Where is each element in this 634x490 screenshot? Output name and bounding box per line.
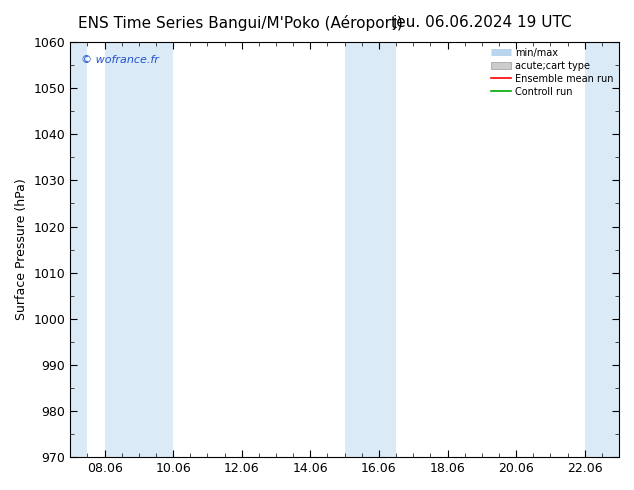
- Bar: [70, 42, 87, 457]
- Y-axis label: Surface Pressure (hPa): Surface Pressure (hPa): [15, 179, 28, 320]
- Bar: [370, 42, 396, 457]
- Legend: min/max, acute;cart type, Ensemble mean run, Controll run: min/max, acute;cart type, Ensemble mean …: [488, 44, 617, 100]
- Text: © wofrance.fr: © wofrance.fr: [81, 54, 159, 65]
- Bar: [148, 42, 173, 457]
- Bar: [585, 42, 619, 457]
- Bar: [345, 42, 370, 457]
- Text: jeu. 06.06.2024 19 UTC: jeu. 06.06.2024 19 UTC: [392, 15, 572, 30]
- Text: ENS Time Series Bangui/M'Poko (Aéroport): ENS Time Series Bangui/M'Poko (Aéroport): [79, 15, 403, 31]
- Bar: [105, 42, 148, 457]
